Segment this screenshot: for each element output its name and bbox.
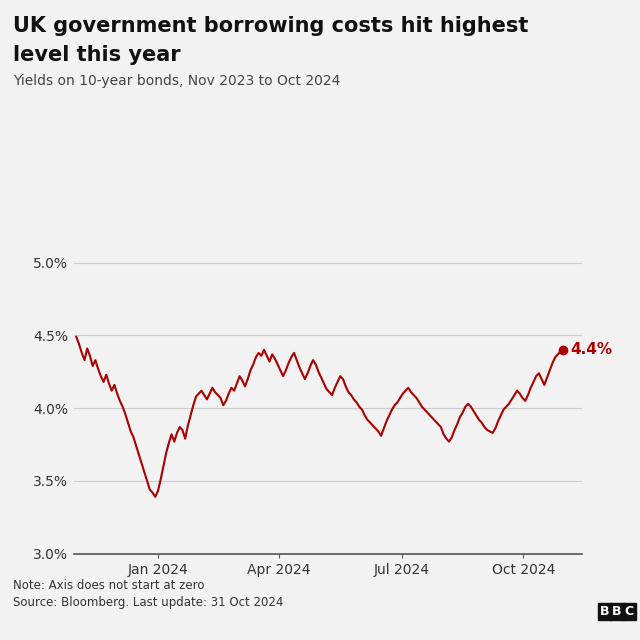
Text: Source: Bloomberg. Last update: 31 Oct 2024: Source: Bloomberg. Last update: 31 Oct 2… <box>13 596 283 609</box>
Text: level this year: level this year <box>13 45 180 65</box>
Text: 4.4%: 4.4% <box>570 342 612 356</box>
Text: UK government borrowing costs hit highest: UK government borrowing costs hit highes… <box>13 16 528 36</box>
Text: B: B <box>600 605 609 618</box>
Text: C: C <box>625 605 634 618</box>
Text: Note: Axis does not start at zero: Note: Axis does not start at zero <box>13 579 204 592</box>
Text: B: B <box>612 605 621 618</box>
Text: Yields on 10-year bonds, Nov 2023 to Oct 2024: Yields on 10-year bonds, Nov 2023 to Oct… <box>13 74 340 88</box>
